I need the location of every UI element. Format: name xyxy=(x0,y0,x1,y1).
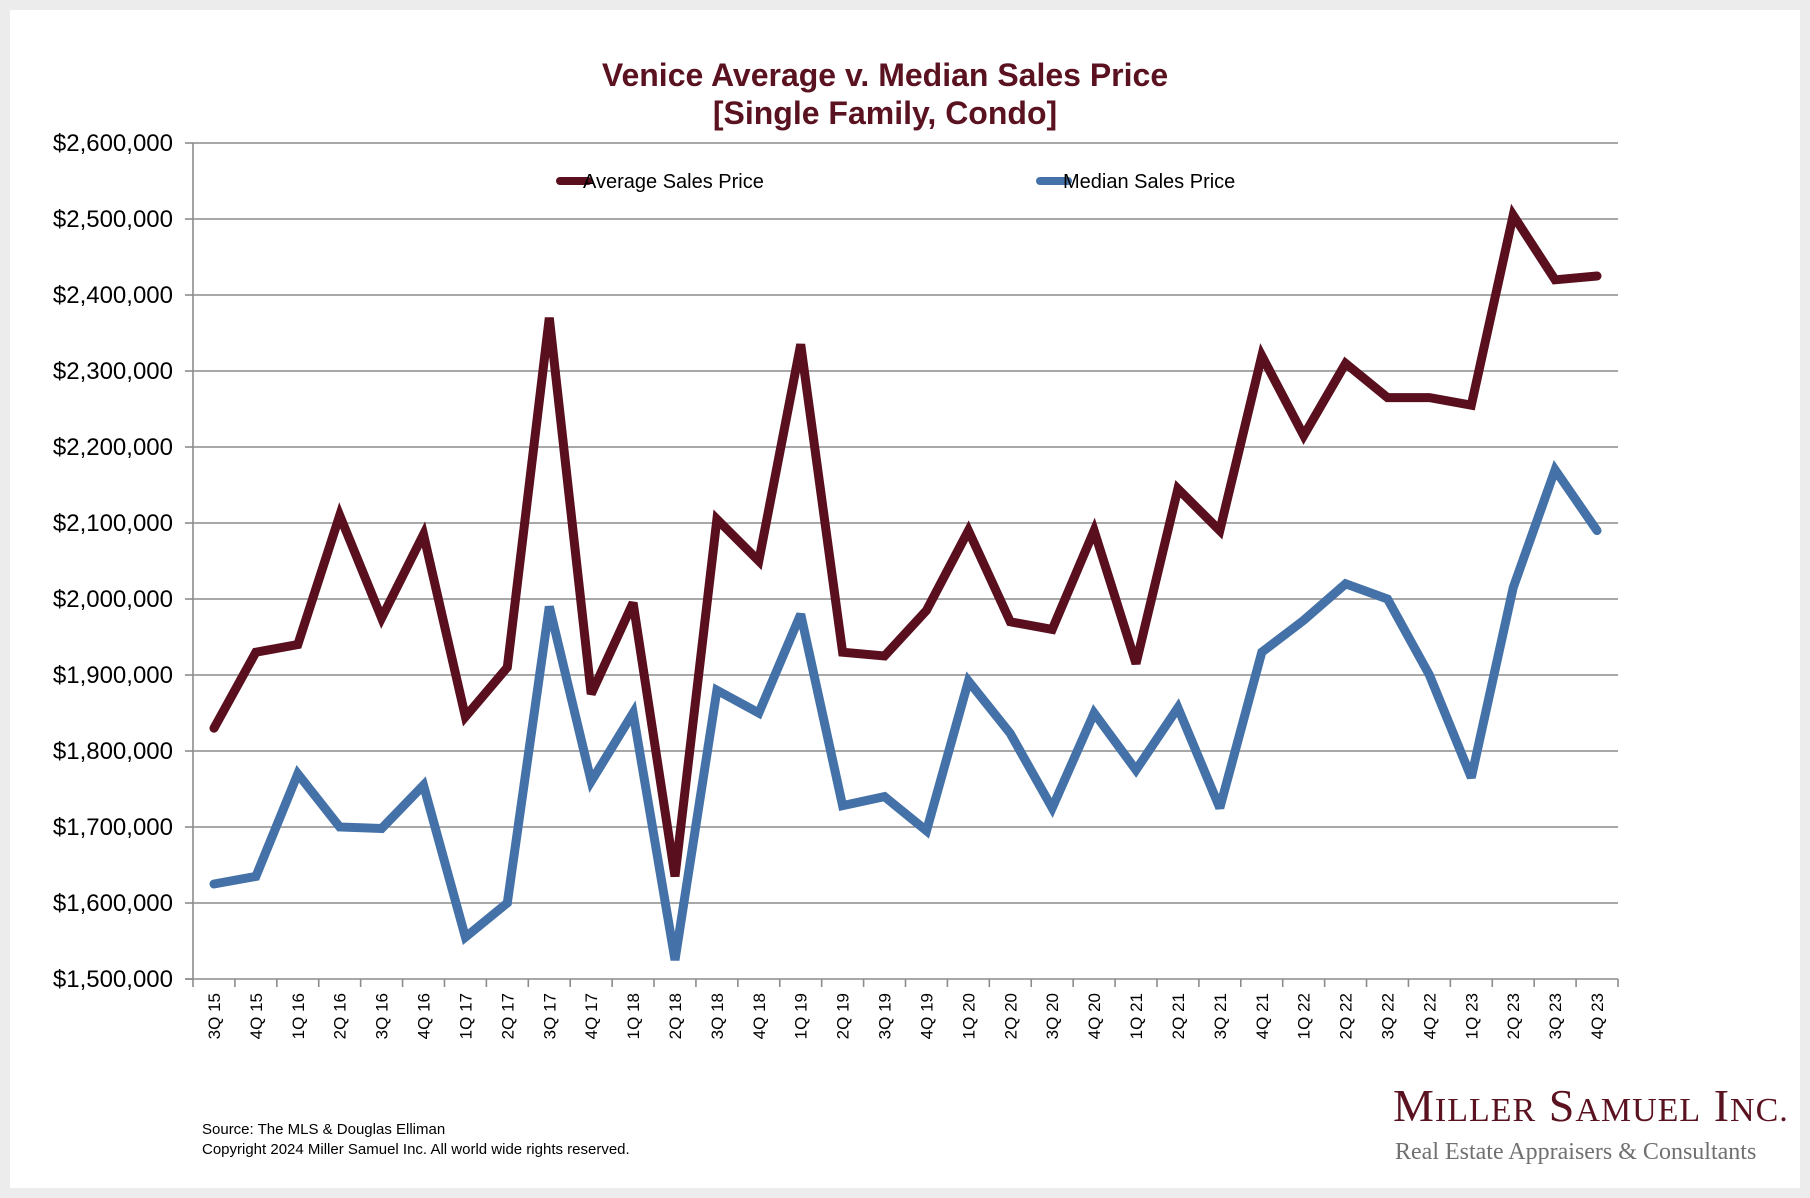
x-tick-label: 4Q 23 xyxy=(1588,993,1607,1039)
gridlines xyxy=(193,142,1618,904)
x-tick-label: 4Q 15 xyxy=(247,993,266,1039)
legend: Average Sales Price Median Sales Price xyxy=(556,171,1235,193)
x-tick-label: 2Q 23 xyxy=(1504,993,1523,1039)
x-tick-label: 1Q 23 xyxy=(1462,993,1481,1039)
copyright-text: Copyright 2024 Miller Samuel Inc. All wo… xyxy=(202,1141,630,1158)
y-tick-label: $1,500,000 xyxy=(53,966,173,993)
x-tick-label: 4Q 17 xyxy=(582,993,601,1039)
x-tick-label: 2Q 19 xyxy=(834,993,853,1039)
x-tick-label: 2Q 16 xyxy=(331,993,350,1039)
logo-word: SAMUEL xyxy=(1548,1080,1702,1131)
logo-word: MILLER xyxy=(1393,1080,1537,1131)
x-tick-label: 1Q 21 xyxy=(1127,993,1146,1039)
x-tick-label: 2Q 21 xyxy=(1169,993,1188,1039)
legend-label-average: Average Sales Price xyxy=(583,171,764,193)
x-tick-label: 3Q 19 xyxy=(876,993,895,1039)
x-tick-label: 3Q 20 xyxy=(1043,993,1062,1039)
series-line-average xyxy=(209,203,1602,878)
y-tick-label: $1,800,000 xyxy=(53,738,173,765)
logo-word: INC. xyxy=(1713,1080,1789,1131)
x-tick-label: 1Q 17 xyxy=(456,993,475,1039)
source-note: Source: The MLS & Douglas Elliman Copyri… xyxy=(202,1120,630,1160)
logo-tagline: Real Estate Appraisers & Consultants xyxy=(1395,1139,1757,1165)
miller-samuel-logo: MILLER SAMUEL INC. Real Estate Appraiser… xyxy=(1393,1080,1788,1167)
x-tick-label: 4Q 18 xyxy=(750,993,769,1039)
x-tick-label: 1Q 19 xyxy=(792,993,811,1039)
y-axis-ticks: $1,500,000 $1,600,000 $1,700,000 $1,800,000… xyxy=(53,130,193,993)
x-tick-label: 3Q 18 xyxy=(708,993,727,1039)
x-tick-label: 3Q 23 xyxy=(1546,993,1565,1039)
logo-company-name: MILLER SAMUEL INC. xyxy=(1393,1080,1788,1137)
x-tick-label: 3Q 16 xyxy=(373,993,392,1039)
y-tick-label: $2,500,000 xyxy=(53,206,173,233)
chart-frame: Venice Average v. Median Sales Price [Si… xyxy=(10,10,1800,1188)
y-tick-label: $2,600,000 xyxy=(53,130,173,157)
y-tick-label: $1,600,000 xyxy=(53,890,173,917)
y-tick-label: $2,400,000 xyxy=(53,282,173,309)
x-tick-label: 1Q 16 xyxy=(289,993,308,1039)
legend-label-median: Median Sales Price xyxy=(1063,171,1235,193)
x-tick-label: 4Q 21 xyxy=(1253,993,1272,1039)
y-tick-label: $2,100,000 xyxy=(53,510,173,537)
y-tick-label: $1,700,000 xyxy=(53,814,173,841)
x-tick-label: 1Q 22 xyxy=(1295,993,1314,1039)
x-tick-label: 3Q 22 xyxy=(1378,993,1397,1039)
x-tick-label: 3Q 15 xyxy=(205,993,224,1039)
series-line-median xyxy=(209,459,1602,961)
chart-title: Venice Average v. Median Sales Price xyxy=(602,57,1168,93)
legend-item-average: Average Sales Price xyxy=(556,171,764,193)
y-tick-label: $1,900,000 xyxy=(53,662,173,689)
x-axis-ticks: 3Q 15 4Q 15 1Q 16 2Q 16 3Q 16 4Q 16 1Q 17 2Q 17… xyxy=(192,979,1619,1039)
x-tick-label: 4Q 19 xyxy=(917,993,936,1039)
x-tick-label: 2Q 22 xyxy=(1337,993,1356,1039)
x-tick-label: 2Q 17 xyxy=(498,993,517,1039)
x-tick-label: 2Q 18 xyxy=(666,993,685,1039)
source-text: Source: The MLS & Douglas Elliman xyxy=(202,1121,446,1138)
axes xyxy=(185,143,1618,980)
line-chart: Venice Average v. Median Sales Price [Si… xyxy=(53,57,1619,1039)
chart-subtitle: [Single Family, Condo] xyxy=(713,95,1057,131)
legend-item-median: Median Sales Price xyxy=(1036,171,1235,193)
x-tick-label: 3Q 17 xyxy=(540,993,559,1039)
y-tick-label: $2,200,000 xyxy=(53,434,173,461)
x-tick-label: 3Q 21 xyxy=(1211,993,1230,1039)
y-tick-label: $2,300,000 xyxy=(53,358,173,385)
x-tick-label: 4Q 20 xyxy=(1085,993,1104,1039)
x-tick-label: 4Q 16 xyxy=(415,993,434,1039)
x-tick-label: 1Q 18 xyxy=(624,993,643,1039)
x-tick-label: 2Q 20 xyxy=(1001,993,1020,1039)
y-tick-label: $2,000,000 xyxy=(53,586,173,613)
x-tick-label: 1Q 20 xyxy=(959,993,978,1039)
series-lines xyxy=(209,203,1602,961)
x-tick-label: 4Q 22 xyxy=(1420,993,1439,1039)
